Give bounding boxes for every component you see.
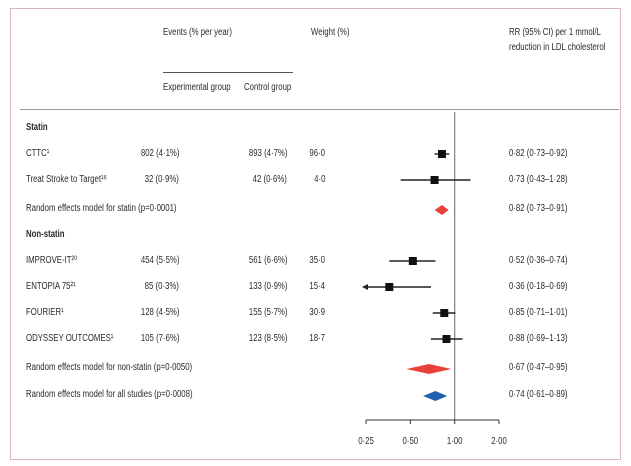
study-label: ENTOPIA 75²¹ bbox=[26, 281, 76, 292]
control-events: 133 (0·9%) bbox=[248, 281, 287, 292]
x-axis-tick-label: 0·25 bbox=[358, 435, 374, 446]
rr-ci-value: 0·82 (0·73–0·91) bbox=[509, 203, 568, 214]
control-events: 155 (5·7%) bbox=[248, 307, 287, 318]
rr-ci-value: 0·73 (0·43–1·28) bbox=[509, 174, 568, 185]
control-events: 42 (0·6%) bbox=[252, 174, 287, 185]
truncated-ci-arrow bbox=[362, 284, 368, 290]
rr-ci-value: 0·52 (0·36–0·74) bbox=[509, 255, 568, 266]
rr-header-line2: reduction in LDL cholesterol bbox=[509, 42, 606, 53]
experimental-events: 802 (4·1%) bbox=[140, 148, 179, 159]
weight-value: 4·0 bbox=[313, 174, 325, 185]
experimental-events: 105 (7·6%) bbox=[140, 333, 179, 344]
rr-ci-value: 0·85 (0·71–1·01) bbox=[509, 307, 568, 318]
events-header-rule bbox=[163, 72, 293, 73]
study-label: CTTC¹ bbox=[26, 148, 50, 159]
rr-ci-value: 0·36 (0·18–0·69) bbox=[509, 281, 568, 292]
study-label: FOURIER¹ bbox=[26, 307, 64, 318]
section-label-non-statin: Non-statin bbox=[26, 229, 65, 240]
weight-value: 35·0 bbox=[309, 255, 325, 266]
experimental-events: 32 (0·9%) bbox=[144, 174, 179, 185]
study-label: Treat Stroke to Target¹⁶ bbox=[26, 174, 107, 185]
x-axis-tick-label: 2·00 bbox=[491, 435, 507, 446]
weight-value: 18·7 bbox=[309, 333, 325, 344]
experimental-events: 454 (5·5%) bbox=[140, 255, 179, 266]
pooled-label: Random effects model for all studies (p=… bbox=[26, 389, 193, 400]
pooled-estimate-diamond bbox=[423, 391, 448, 401]
control-events: 123 (8·5%) bbox=[248, 333, 287, 344]
pooled-label: Random effects model for statin (p=0·000… bbox=[26, 203, 177, 214]
study-estimate-square bbox=[442, 335, 451, 343]
study-label: IMPROVE-IT²⁰ bbox=[26, 255, 78, 266]
study-estimate-square bbox=[437, 150, 446, 158]
experimental-group-header: Experimental group bbox=[163, 82, 231, 93]
header-divider bbox=[20, 109, 619, 110]
rr-ci-value: 0·82 (0·73–0·92) bbox=[509, 148, 568, 159]
study-estimate-square bbox=[408, 257, 417, 265]
weight-header: Weight (%) bbox=[311, 27, 350, 38]
figure-frame bbox=[10, 8, 621, 460]
experimental-events: 85 (0·3%) bbox=[144, 281, 179, 292]
pooled-estimate-diamond bbox=[434, 205, 449, 215]
rr-header-line1: RR (95% CI) per 1 mmol/L bbox=[509, 27, 601, 38]
study-label: ODYSSEY OUTCOMES¹ bbox=[26, 333, 114, 344]
x-axis-tick-label: 1·00 bbox=[447, 435, 463, 446]
study-estimate-square bbox=[385, 283, 394, 291]
rr-ci-value: 0·88 (0·69–1·13) bbox=[509, 333, 568, 344]
x-axis-tick-label: 0·50 bbox=[403, 435, 419, 446]
study-estimate-square bbox=[440, 309, 449, 317]
pooled-label: Random effects model for non-statin (p=0… bbox=[26, 362, 193, 373]
study-estimate-square bbox=[430, 176, 439, 184]
rr-ci-value: 0·67 (0·47–0·95) bbox=[509, 362, 568, 373]
section-label-statin: Statin bbox=[26, 122, 48, 133]
control-group-header: Control group bbox=[244, 82, 292, 93]
events-header: Events (% per year) bbox=[163, 27, 232, 38]
weight-value: 30·9 bbox=[309, 307, 325, 318]
weight-value: 96·0 bbox=[309, 148, 325, 159]
control-events: 893 (4·7%) bbox=[248, 148, 287, 159]
pooled-estimate-diamond bbox=[406, 364, 452, 374]
weight-value: 15·4 bbox=[309, 281, 325, 292]
control-events: 561 (6·6%) bbox=[248, 255, 287, 266]
rr-ci-value: 0·74 (0·61–0·89) bbox=[509, 389, 568, 400]
experimental-events: 128 (4·5%) bbox=[140, 307, 179, 318]
